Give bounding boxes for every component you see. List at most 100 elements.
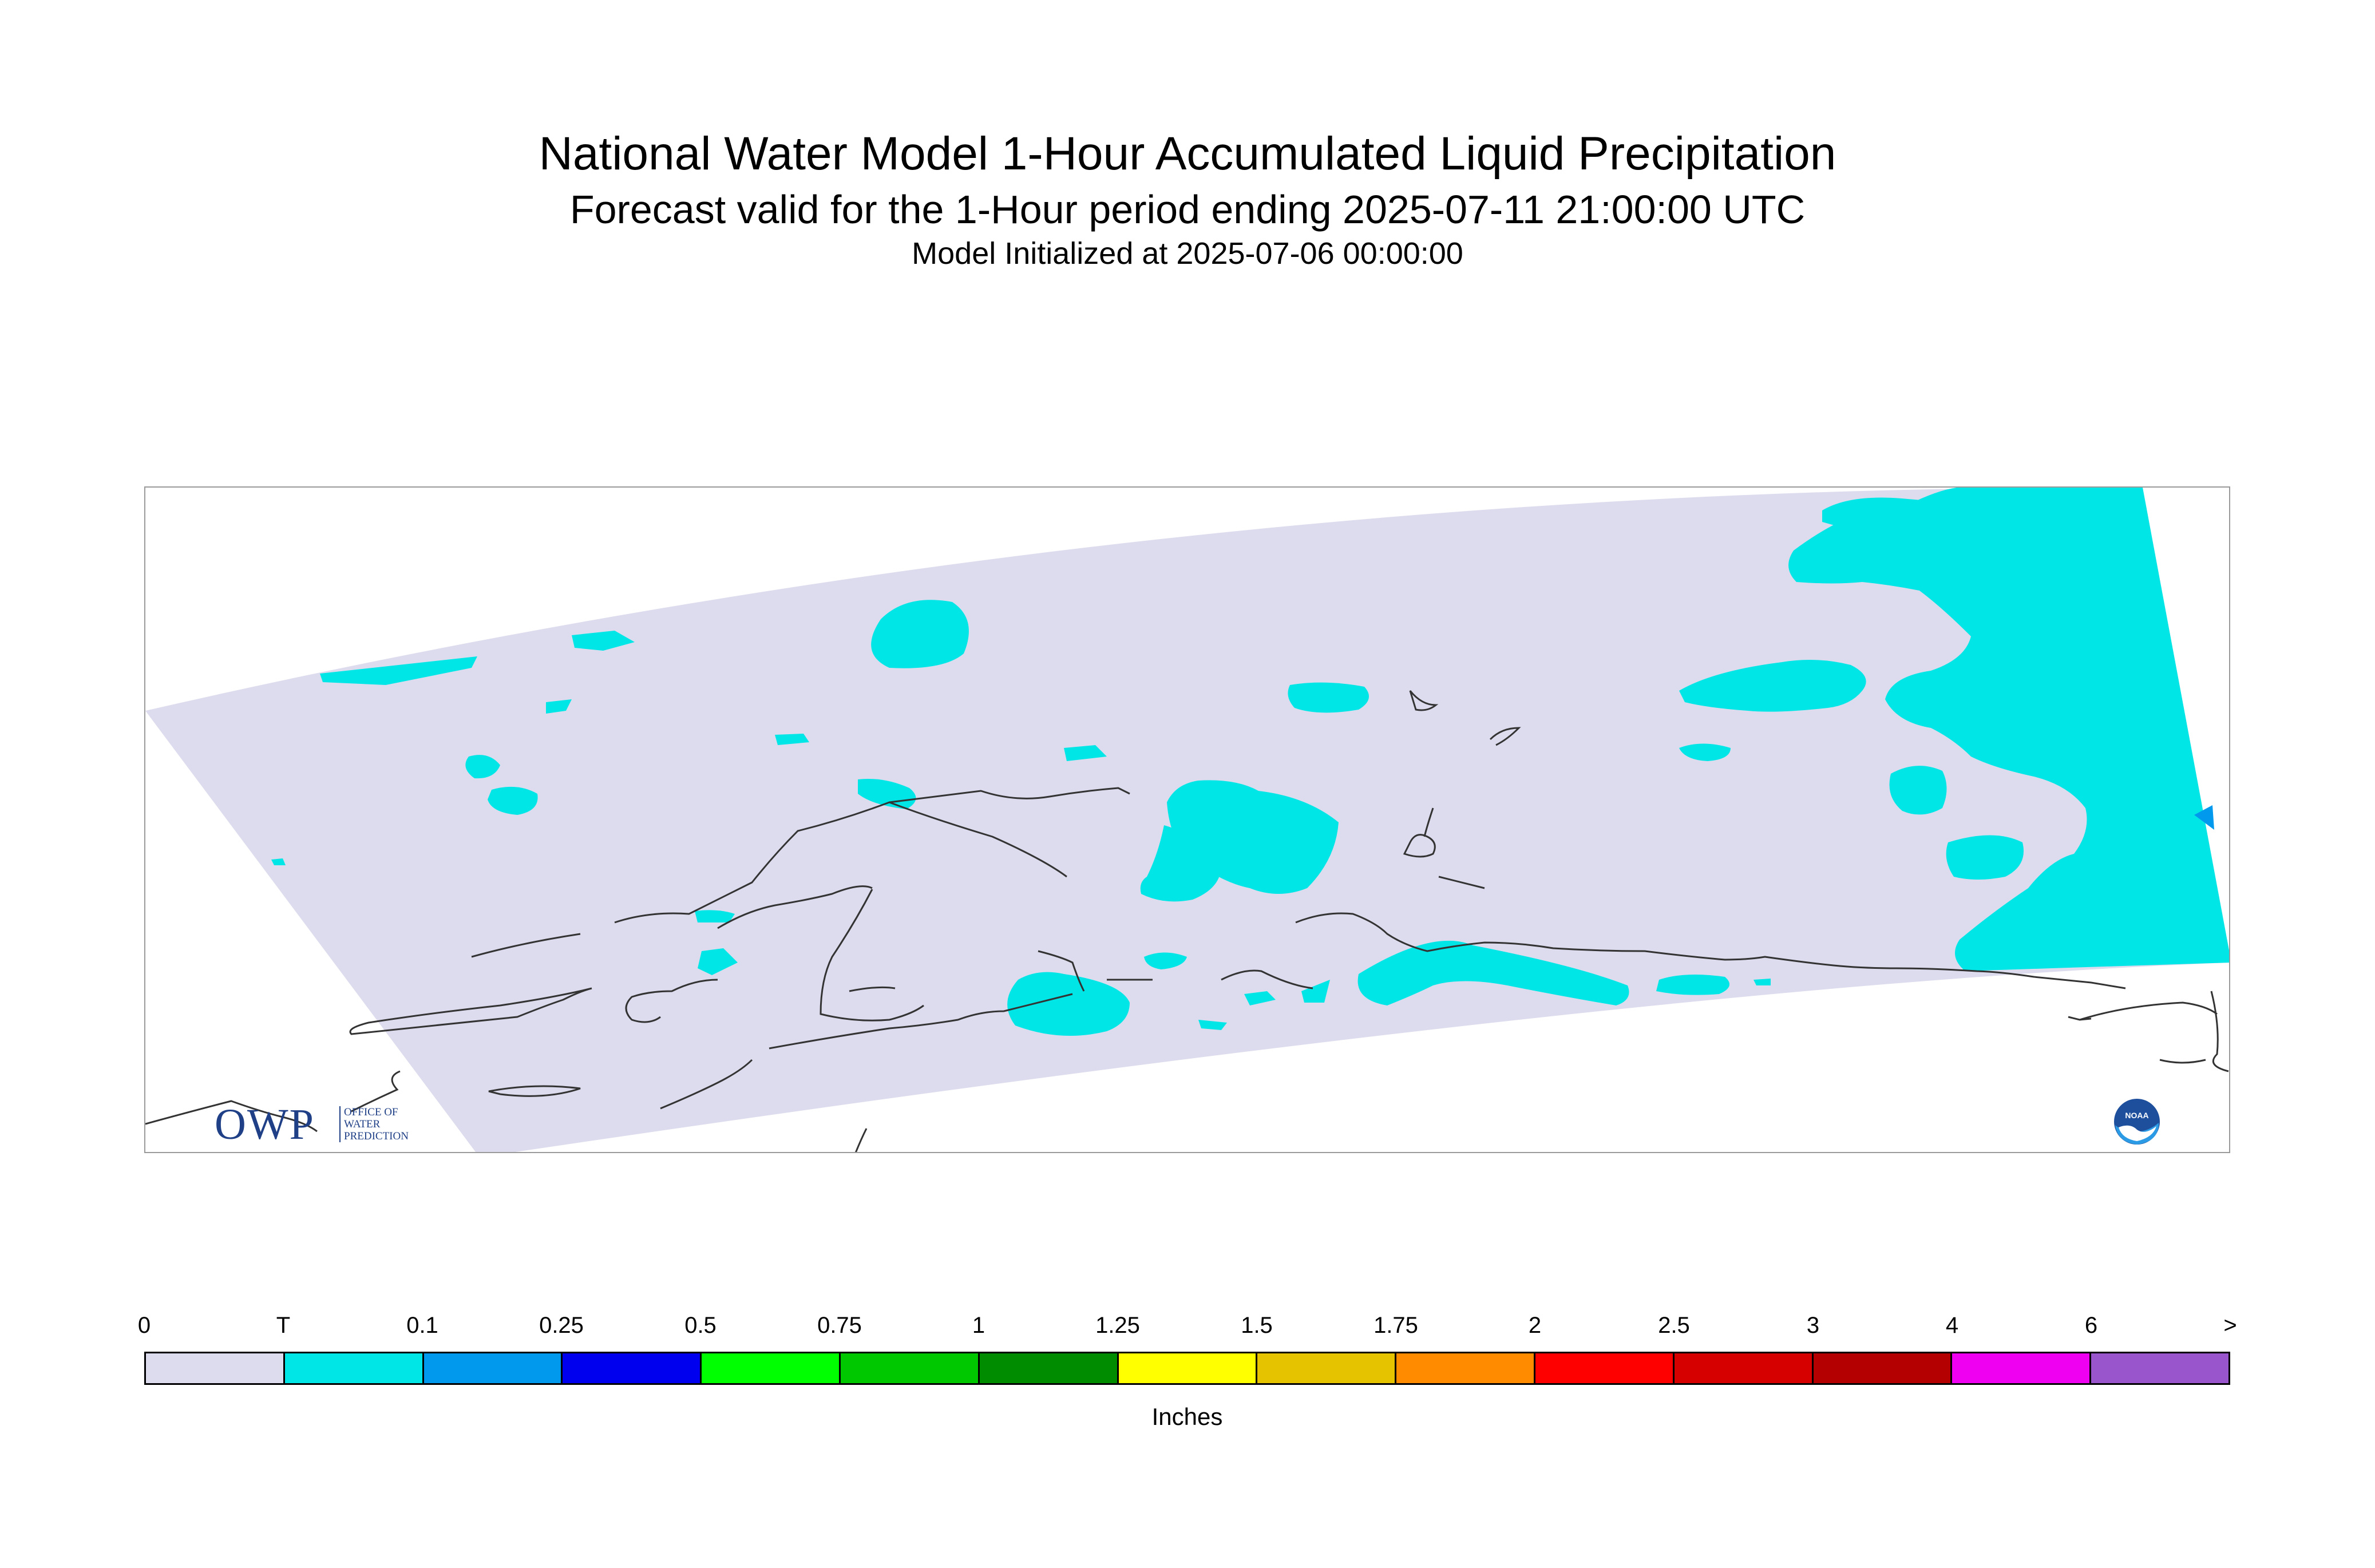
coastline-path [2159,1059,2206,1064]
precip-patch [572,631,635,651]
legend-tick-label: 1 [972,1313,985,1338]
legend-color-bar [144,1352,2230,1385]
precip-patch [271,858,286,865]
legend-tick-label: 3 [1806,1313,1820,1338]
owp-logo-line3: PREDICTION [344,1130,409,1142]
precip-patch [1889,766,1947,815]
legend-tick-label: T [276,1313,291,1338]
coastline-path [855,1128,868,1152]
coastline-path [1403,834,1436,858]
coastline-path [488,1085,581,1097]
coastlines [145,690,2229,1152]
coastline-path [1221,969,1313,989]
coastline-path [849,986,896,992]
legend-tick-label: 1.5 [1241,1313,1273,1338]
coastline-path [1409,690,1439,711]
legend-tick-label: 2.5 [1658,1313,1690,1338]
coastline-path [471,933,581,958]
legend-swatch [1257,1353,1397,1383]
legend-swatch [1535,1353,1675,1383]
noaa-emblem-icon: NOAA [2114,1099,2160,1145]
legend-swatch [979,1353,1119,1383]
coastline-path [349,987,592,1035]
legend-tick-label: > [2223,1313,2237,1338]
legend-swatch [702,1353,841,1383]
legend-tick-label: 0 [137,1313,151,1338]
precip-patch [1144,952,1187,969]
coastline-path [1038,950,1085,992]
coastline-path [2068,1016,2092,1021]
precip-patch [698,948,738,975]
coastline-path [625,979,718,1023]
precip-patch [871,600,969,668]
legend-swatch [563,1353,702,1383]
coastline-path [351,1070,401,1112]
precip-patch [695,910,735,922]
coastline-path [614,787,1130,924]
precip-patch [546,699,572,714]
legend-tick-label: 4 [1945,1313,1959,1338]
precip-patch [1288,682,1369,713]
owp-logo-line2: WATER [344,1118,381,1130]
precip-patch [1753,979,1771,985]
noaa-logo-text: NOAA [2125,1111,2148,1120]
legend-tick-label: 2 [1528,1313,1542,1338]
legend-tick-label: 0.75 [817,1313,862,1338]
legend-swatch [1118,1353,1258,1383]
map-canvas [145,488,2229,1152]
owp-logo-line1: OFFICE OF [344,1106,398,1118]
legend-tick-label: 0.25 [539,1313,584,1338]
precip-patch [320,656,477,685]
coastline-path [1438,876,1485,889]
legend-tick-label: 0.5 [684,1313,717,1338]
model-init-subtitle: Model Initialized at 2025-07-06 00:00:00 [912,236,1463,271]
precip-patch [1679,660,1866,712]
coastline-path [1489,727,1521,746]
precip-patch [1064,745,1107,761]
coastline-path [660,1059,753,1110]
legend-swatch [146,1353,285,1383]
precip-patch [1656,975,1729,995]
legend-swatch [1396,1353,1535,1383]
precip-patch [1788,488,2229,971]
legend-swatch [1813,1353,1953,1383]
owp-logo-letters: OWP [215,1100,315,1149]
coastline-path [1295,912,2126,989]
legend-tick-label: 0.1 [406,1313,438,1338]
precip-patch [1679,743,1731,761]
coastline-path [717,885,873,929]
precip-patch [1357,940,1629,1005]
coastline-path [820,889,924,1021]
owp-logo: OWP OFFICE OF WATER PREDICTION [215,1102,432,1147]
precip-patch [1244,991,1276,1005]
precip-patch [775,734,809,745]
precip-patch [1946,835,2024,880]
coastline-path [1423,807,1434,837]
legend-tick-label: 1.25 [1095,1313,1140,1338]
legend-swatch [1674,1353,1814,1383]
map-title: National Water Model 1-Hour Accumulated … [539,128,1836,180]
precip-patch [1198,1020,1227,1030]
precipitation-map [144,486,2230,1153]
coastline-path [889,801,1067,878]
precip-patch [1007,972,1130,1036]
legend-unit-label: Inches [1151,1403,1223,1430]
coastline-path [145,1100,318,1133]
coastline-path [2079,1001,2218,1021]
legend-swatch [284,1353,424,1383]
precip-patch [488,786,538,815]
coastline-path [2210,991,2229,1072]
light-precip-patch [2194,805,2214,830]
precip-patch [1301,980,1330,1003]
legend-swatch [1952,1353,2092,1383]
forecast-valid-subtitle: Forecast valid for the 1-Hour period end… [569,187,1806,232]
color-scale-legend: 0 T 0.1 0.25 0.5 0.75 1 1.25 1.5 1.75 2 2.5 3 4 6 > Inc… [138,1299,2237,1430]
owp-logo-subtext: OFFICE OF WATER PREDICTION [339,1106,409,1142]
legend-swatch [423,1353,563,1383]
legend-tick-label: 1.75 [1373,1313,1418,1338]
legend-swatch [840,1353,980,1383]
coastline-path [769,993,1073,1050]
legend-tick-label: 6 [2084,1313,2098,1338]
precip-patch [465,755,500,779]
noaa-logo: NOAA [2113,1098,2161,1146]
